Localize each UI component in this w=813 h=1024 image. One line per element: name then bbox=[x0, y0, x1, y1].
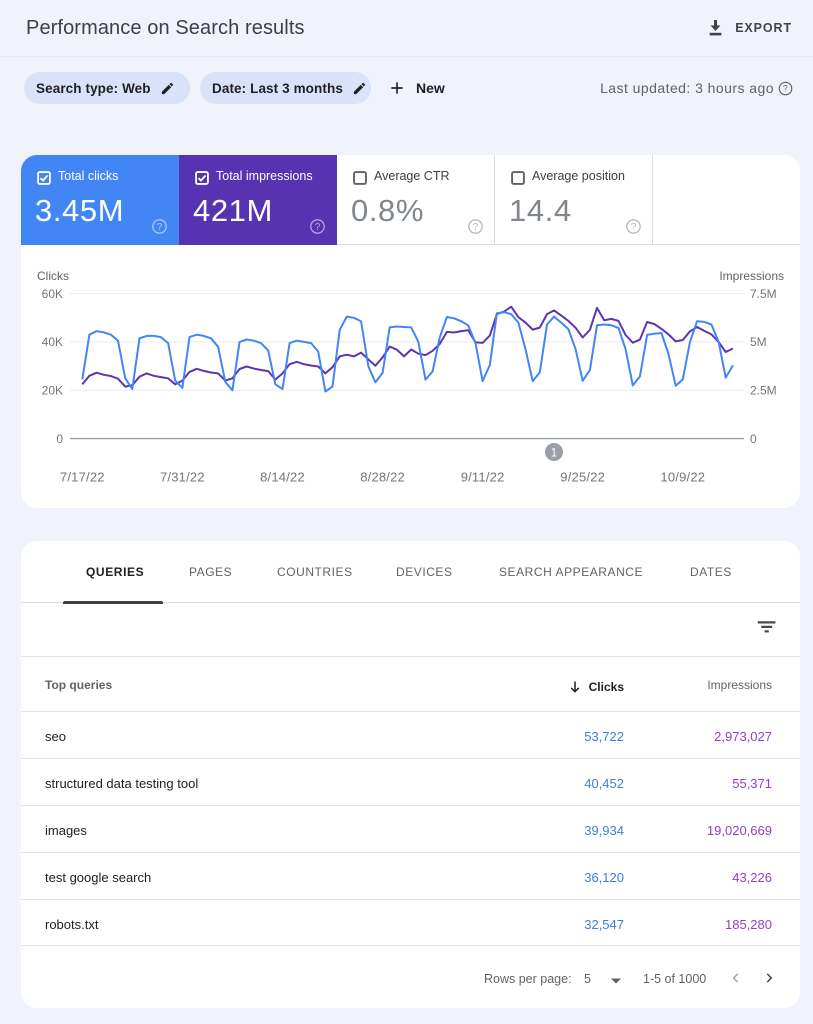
svg-text:7/31/22: 7/31/22 bbox=[160, 470, 205, 485]
svg-text:?: ? bbox=[315, 222, 321, 233]
svg-text:7.5M: 7.5M bbox=[750, 287, 777, 301]
svg-text:?: ? bbox=[631, 222, 637, 233]
svg-text:10/9/22: 10/9/22 bbox=[660, 470, 705, 485]
svg-text:40K: 40K bbox=[42, 335, 63, 349]
svg-text:Clicks: Clicks bbox=[37, 269, 69, 283]
svg-text:60K: 60K bbox=[42, 287, 63, 301]
svg-text:0: 0 bbox=[750, 432, 757, 446]
svg-text:?: ? bbox=[473, 222, 479, 233]
svg-text:20K: 20K bbox=[42, 384, 63, 398]
svg-text:7/17/22: 7/17/22 bbox=[60, 470, 105, 485]
svg-text:5M: 5M bbox=[750, 335, 767, 349]
svg-text:?: ? bbox=[783, 83, 788, 93]
svg-text:9/25/22: 9/25/22 bbox=[560, 470, 605, 485]
svg-text:Impressions: Impressions bbox=[719, 269, 784, 283]
svg-text:?: ? bbox=[157, 222, 163, 233]
svg-text:2.5M: 2.5M bbox=[750, 384, 777, 398]
svg-text:8/14/22: 8/14/22 bbox=[260, 470, 305, 485]
svg-text:8/28/22: 8/28/22 bbox=[360, 470, 405, 485]
svg-text:0: 0 bbox=[56, 432, 63, 446]
svg-text:1: 1 bbox=[551, 448, 557, 460]
svg-text:9/11/22: 9/11/22 bbox=[461, 470, 505, 485]
